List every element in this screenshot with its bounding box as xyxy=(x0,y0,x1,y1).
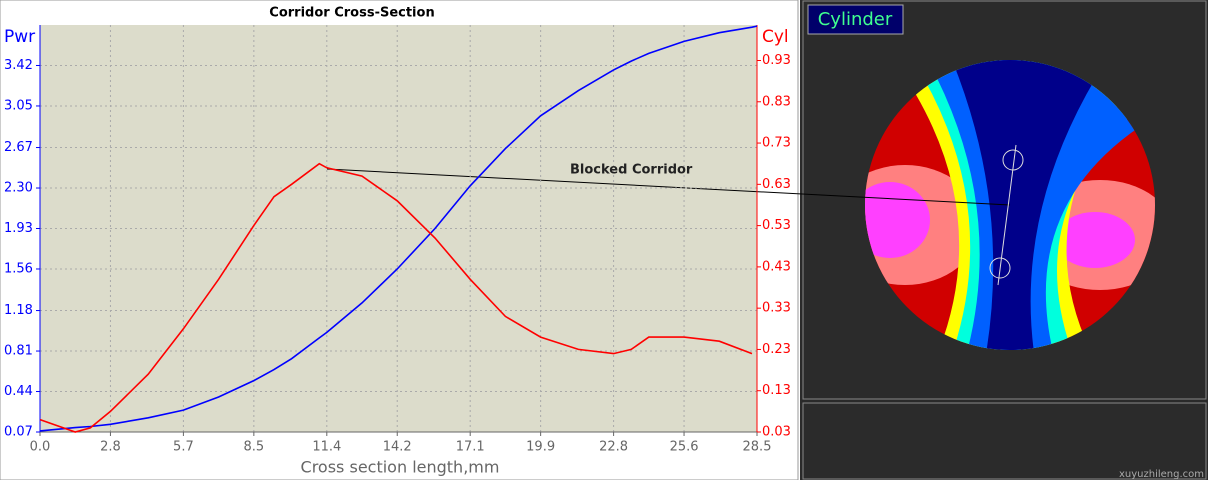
y2-tick-label: 0.63 xyxy=(762,177,791,192)
y-tick-label: 2.30 xyxy=(4,181,33,196)
y2-tick-label: 0.03 xyxy=(762,425,791,440)
x-tick-label: 14.2 xyxy=(383,440,412,455)
y2-axis-title: Cyl xyxy=(762,27,789,47)
y-tick-label: 3.42 xyxy=(4,58,33,73)
y-tick-label: 1.93 xyxy=(4,221,33,236)
y-tick-label: 0.07 xyxy=(4,425,33,440)
x-tick-label: 8.5 xyxy=(243,440,264,455)
x-tick-label: 0.0 xyxy=(30,440,51,455)
x-tick-label: 19.9 xyxy=(526,440,555,455)
annotation: Blocked Corridor xyxy=(570,163,693,178)
y2-tick-label: 0.73 xyxy=(762,136,791,151)
y2-tick-label: 0.43 xyxy=(762,259,791,274)
y-tick-label: 1.56 xyxy=(4,261,33,276)
x-tick-label: 22.8 xyxy=(599,440,628,455)
y2-tick-label: 0.33 xyxy=(762,301,791,316)
y2-tick-label: 0.93 xyxy=(762,53,791,68)
y-tick-label: 3.05 xyxy=(4,98,33,113)
y2-tick-label: 0.23 xyxy=(762,342,791,357)
x-tick-label: 17.1 xyxy=(456,440,485,455)
y-tick-label: 1.18 xyxy=(4,303,33,318)
x-tick-label: 5.7 xyxy=(173,440,194,455)
plot-area xyxy=(40,25,757,432)
y-tick-label: 0.44 xyxy=(4,384,33,399)
near-point-marker xyxy=(989,257,1011,279)
map-title-box xyxy=(807,4,904,35)
y2-tick-label: 0.13 xyxy=(762,383,791,398)
watermark: xuyuzhileng.com xyxy=(1119,469,1204,480)
y2-tick-label: 0.83 xyxy=(762,94,791,109)
fit-point-marker xyxy=(1002,149,1024,171)
x-tick-label: 28.5 xyxy=(743,440,772,455)
map-title: Cylinder xyxy=(818,9,893,30)
x-tick-label: 25.6 xyxy=(670,440,699,455)
x-tick-label: 11.4 xyxy=(312,440,341,455)
cylinder-map xyxy=(865,60,1155,350)
series-line xyxy=(39,25,758,432)
series-line xyxy=(39,162,753,433)
annotation-line xyxy=(326,168,1011,206)
x-axis-title: Cross section length,mm xyxy=(301,458,500,477)
y-axis-title: Pwr xyxy=(4,27,35,47)
y2-tick-label: 0.53 xyxy=(762,218,791,233)
lower-frame xyxy=(802,402,1207,480)
chart-title: Corridor Cross-Section xyxy=(269,6,434,21)
y-tick-label: 0.81 xyxy=(4,344,33,359)
corridor-line xyxy=(997,144,1017,286)
y-tick-label: 2.67 xyxy=(4,140,33,155)
x-tick-label: 2.8 xyxy=(100,440,121,455)
